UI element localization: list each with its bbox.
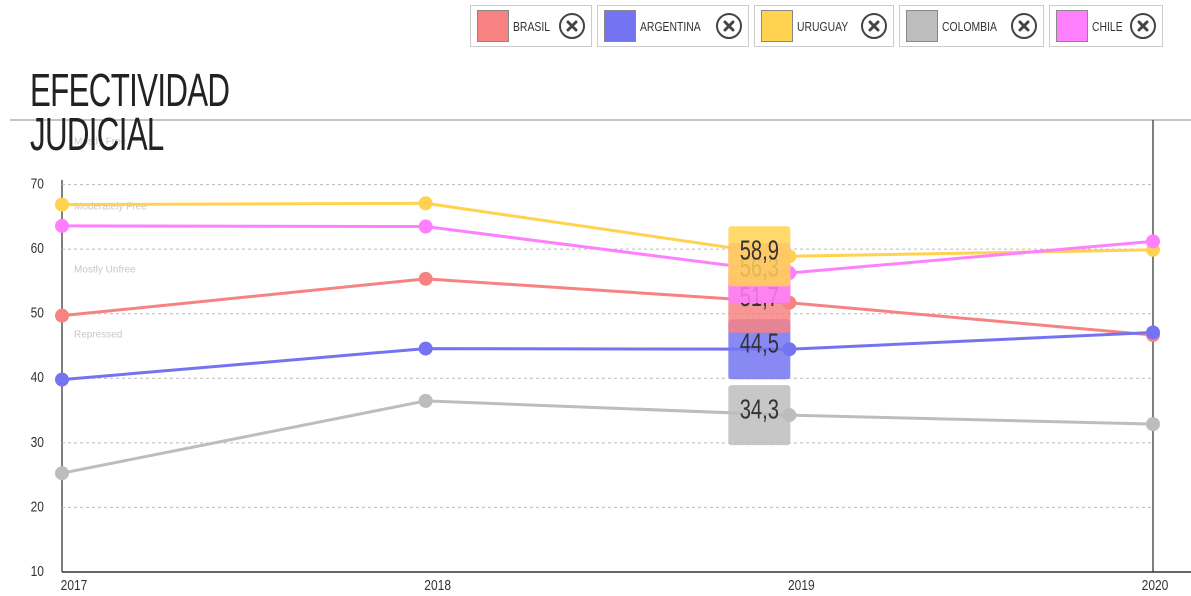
legend-label: ARGENTINA bbox=[640, 18, 701, 34]
band-label: Mostly Free bbox=[74, 137, 127, 148]
legend-swatch bbox=[476, 10, 509, 42]
point bbox=[1146, 325, 1160, 340]
remove-button[interactable] bbox=[1130, 13, 1156, 39]
point bbox=[1146, 234, 1160, 249]
series-line bbox=[61, 277, 1154, 337]
point bbox=[418, 271, 433, 286]
value-label-box bbox=[728, 319, 791, 380]
value-label: 44,5 bbox=[740, 329, 779, 360]
legend-swatch bbox=[1055, 10, 1088, 42]
remove-icon bbox=[1018, 20, 1030, 32]
point bbox=[55, 308, 69, 323]
value-label: 34,3 bbox=[740, 394, 779, 425]
value-label: 58,9 bbox=[740, 236, 779, 267]
legend-label: CHILE bbox=[1091, 18, 1123, 34]
legend-swatch bbox=[604, 10, 637, 42]
point bbox=[418, 219, 433, 234]
series-line bbox=[61, 201, 1154, 258]
value-label-box bbox=[728, 226, 791, 287]
legend-item: BRASIL bbox=[469, 5, 593, 47]
x-tick-label: 2018 bbox=[424, 577, 451, 594]
value-label-box bbox=[728, 385, 791, 446]
point bbox=[418, 196, 433, 211]
remove-button[interactable] bbox=[1010, 13, 1037, 39]
legend-label: COLOMBIA bbox=[942, 18, 997, 34]
point bbox=[55, 372, 69, 387]
remove-icon bbox=[1137, 20, 1149, 32]
band-label: Moderately Free bbox=[74, 202, 147, 213]
x-tick-label: 2017 bbox=[61, 577, 88, 594]
point bbox=[55, 197, 69, 212]
series-line bbox=[61, 330, 1154, 382]
x-tick-label: 2020 bbox=[1142, 577, 1169, 594]
legend-item: ARGENTINA bbox=[597, 5, 750, 47]
y-tick-label: 10 bbox=[31, 563, 45, 580]
point bbox=[418, 393, 433, 408]
x-tick-label: 2019 bbox=[788, 577, 815, 594]
point bbox=[55, 218, 69, 233]
y-tick-label: 70 bbox=[31, 175, 45, 192]
point bbox=[418, 341, 433, 356]
legend-item: COLOMBIA bbox=[899, 5, 1044, 47]
legend-swatch bbox=[761, 10, 794, 42]
remove-button[interactable] bbox=[716, 13, 743, 39]
legend-item: CHILE bbox=[1048, 5, 1163, 47]
series-line bbox=[61, 399, 1154, 475]
legend-item: URUGUAY bbox=[754, 5, 895, 47]
band-label: Repressed bbox=[74, 330, 122, 341]
legend-swatch bbox=[906, 10, 939, 42]
chart-title: EFECTIVIDAD JUDICIAL bbox=[30, 64, 230, 160]
y-tick-label: 50 bbox=[31, 304, 45, 321]
y-tick-label: 30 bbox=[31, 434, 45, 451]
remove-icon bbox=[868, 20, 880, 32]
band-label: Mostly Unfree bbox=[74, 265, 136, 276]
y-tick-label: 60 bbox=[31, 240, 45, 257]
remove-button[interactable] bbox=[861, 13, 888, 39]
series-line bbox=[61, 224, 1154, 275]
remove-icon bbox=[566, 20, 578, 32]
legend-label: BRASIL bbox=[512, 18, 550, 34]
legend: BRASIL ARGENTINA URUGUAY COLOMBIA CHILE bbox=[469, 5, 1163, 47]
point bbox=[1146, 417, 1160, 432]
legend-label: URUGUAY bbox=[797, 18, 849, 34]
y-tick-label: 20 bbox=[31, 498, 45, 515]
point bbox=[55, 466, 69, 481]
remove-button[interactable] bbox=[559, 13, 586, 39]
y-tick-label: 40 bbox=[31, 369, 45, 386]
remove-icon bbox=[723, 20, 735, 32]
